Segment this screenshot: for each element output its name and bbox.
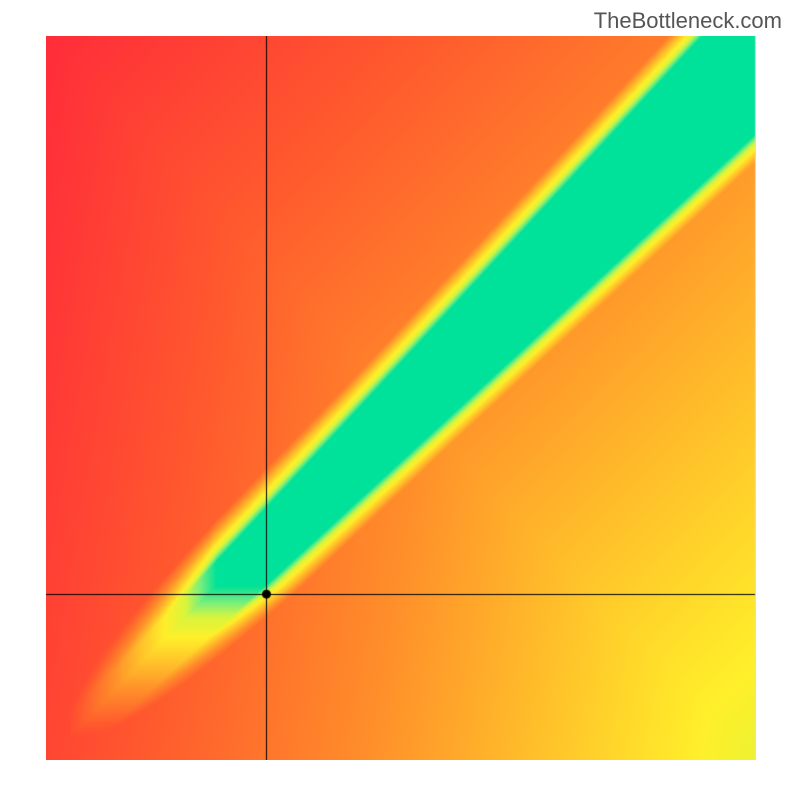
- bottleneck-heatmap: [46, 36, 756, 760]
- heatmap-canvas: [46, 36, 756, 760]
- watermark-text: TheBottleneck.com: [594, 8, 782, 34]
